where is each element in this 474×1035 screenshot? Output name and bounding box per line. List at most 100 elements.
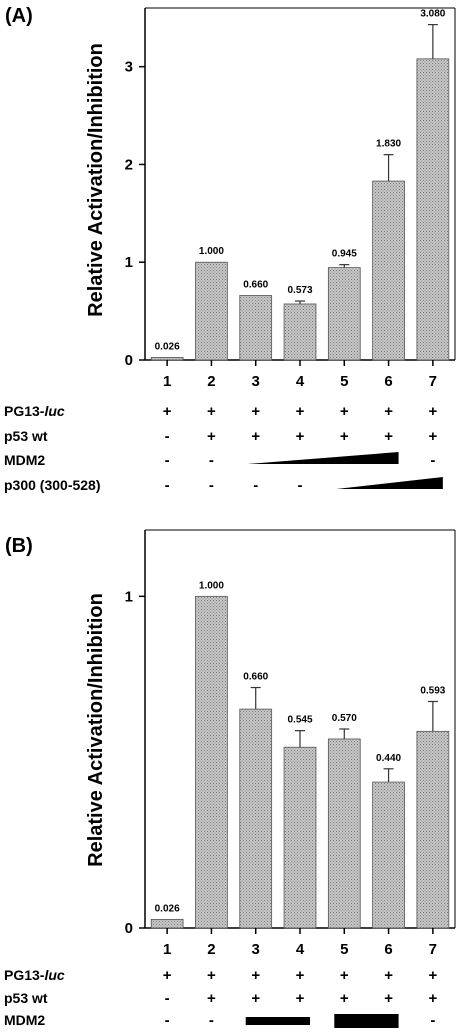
panel-b-ytick-label: 0	[125, 920, 133, 937]
panel-b-bar	[327, 738, 361, 929]
panel-a-label: (A)	[5, 5, 33, 27]
panel-b-bar	[195, 595, 228, 929]
panel-b-category-label: 4	[296, 941, 305, 958]
panel-a-row-symbol: +	[296, 428, 305, 445]
panel-b-category-label: 2	[207, 941, 215, 958]
panel-a-row-symbol: -	[253, 477, 258, 494]
panel-a-row-symbol: -	[165, 452, 170, 469]
panel-a-row-label: p300 (300-528)	[4, 477, 101, 493]
panel-a-row-symbol: +	[384, 403, 393, 420]
panel-a-bar	[150, 357, 184, 361]
panel-a-category-label: 7	[429, 373, 437, 390]
panel-a-data-label: 0.945	[332, 249, 357, 260]
panel-a-row-symbol: +	[207, 428, 216, 445]
panel-a-dose-wedge	[336, 477, 443, 489]
panel-a-category-label: 2	[207, 373, 215, 390]
panel-a-row-symbol: -	[165, 477, 170, 494]
panel-b-row-symbol: +	[340, 967, 349, 984]
panel-b-row-label: PG13-luc	[4, 967, 65, 983]
panel-a-row-symbol: -	[430, 452, 435, 469]
panel-b-data-label: 0.440	[376, 753, 401, 764]
panel-b-row-symbol: +	[207, 990, 216, 1007]
panel-a-data-label: 3.080	[420, 9, 445, 20]
panel-a-row-symbol: +	[296, 403, 305, 420]
panel-a-bar	[372, 180, 405, 361]
panel-a-row-symbol: +	[340, 428, 349, 445]
panel-a-bar	[327, 267, 361, 361]
panel-a-category-label: 3	[252, 373, 260, 390]
panel-a-row-label: PG13-luc	[4, 403, 65, 419]
panel-b-category-label: 3	[252, 941, 260, 958]
panel-b-row-symbol: -	[209, 1012, 214, 1029]
panel-b-data-label: 0.660	[243, 672, 268, 683]
panel-a-ytick-label: 1	[125, 254, 133, 271]
panel-a-row-symbol: +	[428, 403, 437, 420]
panel-a-ytick-label: 0	[125, 352, 133, 369]
panel-b-row-symbol: +	[296, 990, 305, 1007]
panel-a-data-label: 0.026	[155, 341, 180, 352]
panel-a-category-label: 6	[384, 373, 392, 390]
panel-b-data-label: 0.570	[332, 713, 357, 724]
panel-b-row-label: MDM2	[4, 1012, 45, 1028]
panel-a-ytick-label: 3	[125, 59, 133, 76]
panel-b-row-symbol: -	[165, 1012, 170, 1029]
panel-a-row-symbol: +	[384, 428, 393, 445]
panel-b-dose-block	[334, 1014, 399, 1028]
panel-a-category-label: 1	[163, 373, 171, 390]
panel-b-ylabel: Relative Activation/Inhibition	[85, 593, 107, 867]
panel-a-row-symbol: +	[251, 403, 260, 420]
panel-a-data-label: 0.573	[287, 285, 312, 296]
panel-a-row-label: p53 wt	[4, 428, 48, 444]
panel-b-row-symbol: +	[384, 967, 393, 984]
panel-b-bar	[372, 781, 405, 929]
panel-a-category-label: 4	[296, 373, 305, 390]
panel-b-data-label: 0.593	[420, 685, 445, 696]
panel-a-ylabel: Relative Activation/Inhibition	[85, 43, 107, 317]
panel-a-row-symbol: +	[340, 403, 349, 420]
panel-a-row-symbol: -	[209, 477, 214, 494]
panel-b-row-symbol: +	[251, 990, 260, 1007]
panel-b-row-symbol: +	[251, 967, 260, 984]
panel-a-bar	[283, 303, 317, 361]
panel-a-data-label: 1.830	[376, 139, 401, 150]
panel-b-row-symbol: +	[428, 967, 437, 984]
panel-a-ytick-label: 2	[125, 156, 133, 173]
panel-a-row-symbol: -	[209, 452, 214, 469]
panel-b-category-label: 6	[384, 941, 392, 958]
panel-a-row-symbol: +	[207, 403, 216, 420]
panel-a-dose-wedge	[247, 452, 399, 464]
panel-b-bar	[416, 730, 450, 929]
panel-a-bar	[195, 261, 228, 361]
panel-b-label: (B)	[5, 535, 33, 557]
panel-b-data-label: 0.545	[287, 715, 312, 726]
panel-b-bar	[283, 746, 317, 929]
panel-a-row-symbol: +	[251, 428, 260, 445]
panel-a-row-symbol: -	[165, 428, 170, 445]
panel-b-bar	[150, 918, 184, 929]
panel-b-row-symbol: +	[163, 967, 172, 984]
panel-b-row-symbol: +	[340, 990, 349, 1007]
panel-b-data-label: 0.026	[155, 903, 180, 914]
panel-b-ytick-label: 1	[125, 588, 133, 605]
panel-a-bar	[416, 58, 450, 361]
panel-b-bar	[239, 708, 273, 929]
panel-a-data-label: 1.000	[199, 246, 224, 257]
panel-a-row-symbol: +	[163, 403, 172, 420]
panel-b-row-symbol: +	[384, 990, 393, 1007]
panel-b-row-label: p53 wt	[4, 990, 48, 1006]
panel-a-category-label: 5	[340, 373, 348, 390]
panel-b-data-label: 1.000	[199, 580, 224, 591]
panel-b-category-label: 7	[429, 941, 437, 958]
panel-b-row-symbol: +	[296, 967, 305, 984]
panel-a-row-label: MDM2	[4, 452, 45, 468]
panel-a-bar	[239, 295, 273, 361]
panel-a-data-label: 0.660	[243, 279, 268, 290]
panel-b-dose-block	[245, 1017, 310, 1025]
panel-b-row-symbol: -	[165, 990, 170, 1007]
panel-b-row-symbol: -	[430, 1012, 435, 1029]
panel-b-row-symbol: +	[428, 990, 437, 1007]
panel-a-row-symbol: -	[298, 477, 303, 494]
panel-b-category-label: 1	[163, 941, 171, 958]
panel-b-category-label: 5	[340, 941, 348, 958]
